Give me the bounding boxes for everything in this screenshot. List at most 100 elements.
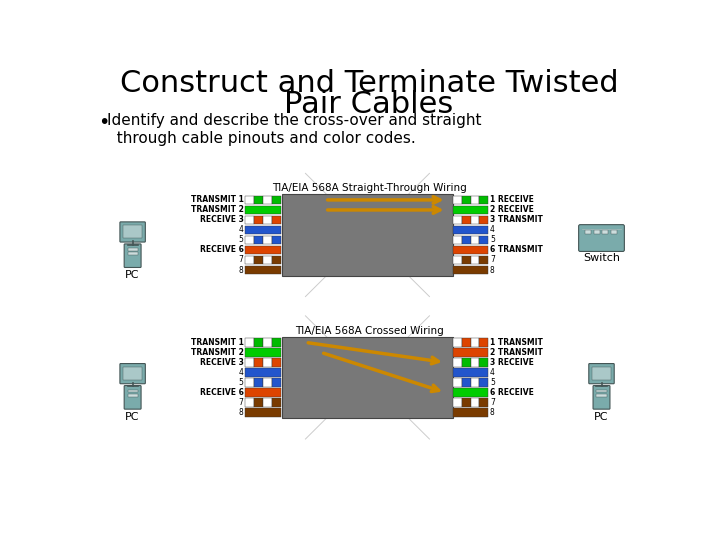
- Bar: [271, 338, 281, 347]
- Bar: [596, 394, 607, 396]
- Text: Identify and describe the cross-over and straight
  through cable pinouts and co: Identify and describe the cross-over and…: [107, 112, 482, 146]
- Text: 3 RECEIVE: 3 RECEIVE: [490, 358, 534, 367]
- Text: RECEIVE 3: RECEIVE 3: [199, 215, 243, 225]
- Bar: [453, 398, 462, 407]
- Bar: [594, 230, 600, 234]
- Text: PC: PC: [125, 412, 140, 422]
- Bar: [245, 338, 254, 347]
- Text: 6 RECEIVE: 6 RECEIVE: [490, 388, 534, 397]
- Bar: [245, 388, 281, 397]
- Bar: [471, 215, 480, 224]
- Bar: [282, 194, 453, 276]
- Bar: [263, 378, 271, 387]
- Text: 4: 4: [238, 368, 243, 377]
- Bar: [462, 398, 471, 407]
- Bar: [263, 256, 271, 264]
- Bar: [453, 226, 488, 234]
- Bar: [245, 368, 281, 377]
- Bar: [254, 338, 263, 347]
- Text: TRANSMIT 1: TRANSMIT 1: [191, 195, 243, 205]
- Bar: [123, 367, 142, 380]
- Text: Pair Cables: Pair Cables: [284, 90, 454, 119]
- Bar: [453, 358, 462, 367]
- Bar: [453, 348, 488, 356]
- Bar: [245, 246, 281, 254]
- Bar: [453, 206, 488, 214]
- Bar: [245, 256, 254, 264]
- Bar: [282, 336, 453, 418]
- Bar: [462, 338, 471, 347]
- Bar: [453, 236, 462, 244]
- Bar: [245, 378, 254, 387]
- Bar: [254, 236, 263, 244]
- Text: PC: PC: [125, 271, 140, 280]
- Text: 5: 5: [238, 235, 243, 245]
- FancyBboxPatch shape: [593, 386, 610, 409]
- Text: 8: 8: [490, 408, 495, 417]
- Text: TRANSMIT 2: TRANSMIT 2: [191, 205, 243, 214]
- Text: TIA/EIA 568A Crossed Wiring: TIA/EIA 568A Crossed Wiring: [294, 326, 444, 336]
- Text: 7: 7: [238, 255, 243, 265]
- Bar: [480, 398, 488, 407]
- Text: 7: 7: [238, 398, 243, 407]
- Bar: [254, 378, 263, 387]
- Bar: [271, 195, 281, 204]
- Bar: [254, 256, 263, 264]
- Bar: [245, 215, 254, 224]
- Bar: [596, 390, 607, 392]
- Bar: [480, 338, 488, 347]
- Bar: [471, 338, 480, 347]
- Text: Construct and Terminate Twisted: Construct and Terminate Twisted: [120, 69, 618, 98]
- FancyBboxPatch shape: [120, 363, 145, 384]
- FancyBboxPatch shape: [589, 363, 614, 384]
- Bar: [471, 256, 480, 264]
- Bar: [245, 195, 254, 204]
- Bar: [453, 195, 462, 204]
- Text: 3 TRANSMIT: 3 TRANSMIT: [490, 215, 543, 225]
- Text: TRANSMIT 2: TRANSMIT 2: [191, 348, 243, 357]
- Bar: [254, 398, 263, 407]
- Text: 2 TRANSMIT: 2 TRANSMIT: [490, 348, 543, 357]
- Bar: [245, 266, 281, 274]
- Bar: [263, 236, 271, 244]
- Bar: [254, 358, 263, 367]
- Bar: [453, 408, 488, 417]
- Text: TRANSMIT 1: TRANSMIT 1: [191, 338, 243, 347]
- Bar: [263, 338, 271, 347]
- FancyBboxPatch shape: [124, 244, 141, 267]
- Bar: [245, 358, 254, 367]
- Text: 5: 5: [490, 235, 495, 245]
- Bar: [453, 388, 488, 397]
- Text: PC: PC: [594, 412, 608, 422]
- Bar: [471, 398, 480, 407]
- Bar: [271, 236, 281, 244]
- Text: 1 RECEIVE: 1 RECEIVE: [490, 195, 534, 205]
- Text: 4: 4: [490, 226, 495, 234]
- Bar: [271, 256, 281, 264]
- Bar: [263, 398, 271, 407]
- Bar: [471, 358, 480, 367]
- Text: 7: 7: [490, 255, 495, 265]
- Bar: [480, 256, 488, 264]
- Bar: [245, 398, 254, 407]
- Bar: [453, 256, 462, 264]
- Bar: [462, 358, 471, 367]
- Bar: [453, 338, 462, 347]
- Text: 1 TRANSMIT: 1 TRANSMIT: [490, 338, 543, 347]
- Bar: [245, 348, 281, 356]
- Bar: [462, 236, 471, 244]
- Bar: [127, 390, 138, 392]
- Text: RECEIVE 6: RECEIVE 6: [199, 246, 243, 254]
- Bar: [480, 236, 488, 244]
- Bar: [263, 358, 271, 367]
- FancyBboxPatch shape: [120, 222, 145, 242]
- Bar: [453, 378, 462, 387]
- Bar: [271, 358, 281, 367]
- Bar: [611, 230, 617, 234]
- Bar: [453, 215, 462, 224]
- Bar: [462, 195, 471, 204]
- Text: RECEIVE 3: RECEIVE 3: [199, 358, 243, 367]
- Bar: [453, 266, 488, 274]
- Bar: [127, 394, 138, 396]
- Text: 7: 7: [490, 398, 495, 407]
